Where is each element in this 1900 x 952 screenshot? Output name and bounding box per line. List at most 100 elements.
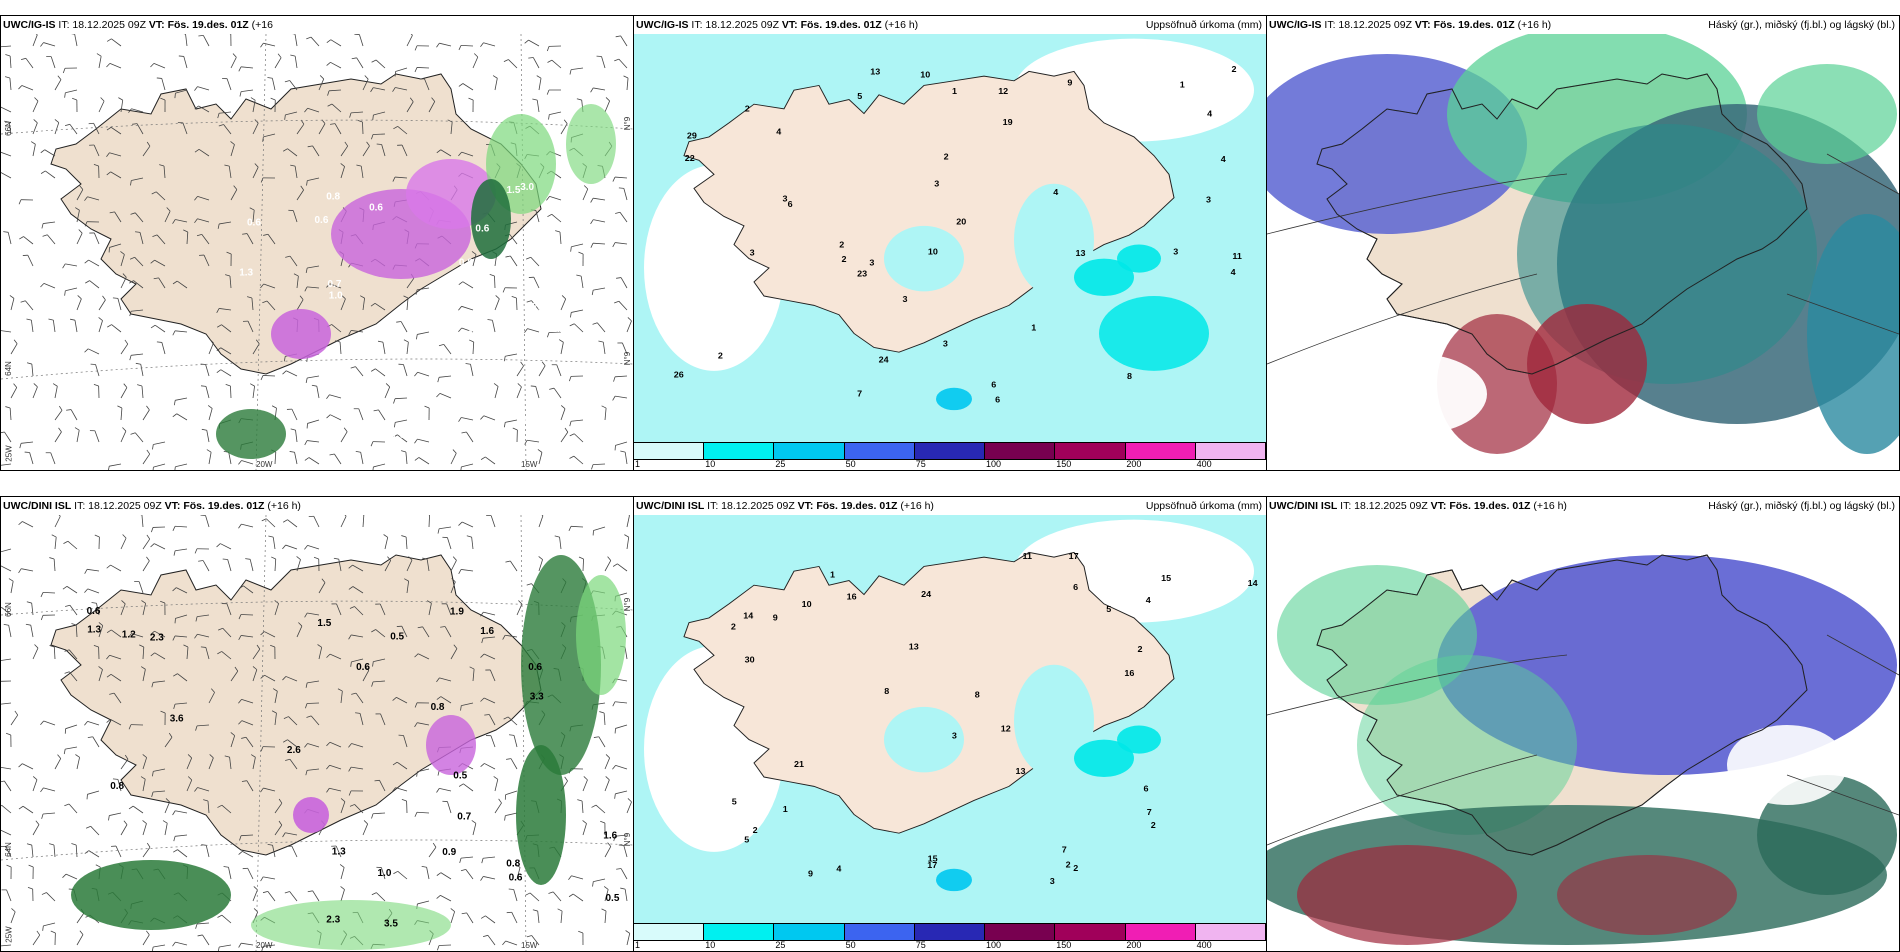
accum-value-label: 22 bbox=[685, 153, 695, 163]
panel-header: UWC/IG-IS IT: 18.12.2025 09Z VT: Fös. 19… bbox=[1269, 19, 1551, 31]
precip-value-label: 1.3 bbox=[332, 847, 346, 858]
colorbar-swatch bbox=[1196, 443, 1266, 459]
accum-value-label: 9 bbox=[1067, 78, 1072, 88]
lead-time: (+16 h) bbox=[882, 19, 918, 31]
accum-value-label: 5 bbox=[732, 797, 737, 807]
model-name: UWC/DINI ISL bbox=[3, 500, 71, 512]
precip-value-label: 2.3 bbox=[150, 632, 164, 643]
accum-value-label: 8 bbox=[1127, 371, 1132, 381]
colorbar-tick-label: 10 bbox=[705, 459, 715, 469]
accum-value-label: 11 bbox=[1023, 551, 1033, 561]
accum-value-label: 6 bbox=[991, 380, 996, 390]
precip-core bbox=[1297, 845, 1517, 945]
accum-value-label: 16 bbox=[847, 592, 857, 602]
panel-accum-precip-igis: UWC/IG-IS IT: 18.12.2025 09Z VT: Fös. 19… bbox=[633, 15, 1267, 471]
colorbar-tick-label: 25 bbox=[775, 459, 785, 469]
accum-value-label: 2 bbox=[745, 104, 750, 114]
clear-area bbox=[1347, 354, 1487, 434]
map-area bbox=[1267, 34, 1899, 470]
accum-value-label: 2 bbox=[731, 622, 736, 632]
precip-value-label: 1.0 bbox=[329, 291, 343, 302]
lead-time: (+16 h) bbox=[1515, 19, 1551, 31]
accum-value-label: 26 bbox=[674, 370, 684, 380]
precip-value-label: 1.0 bbox=[378, 868, 392, 879]
accum-value-label: 4 bbox=[836, 864, 841, 874]
accum-value-label: 2 bbox=[1073, 863, 1078, 873]
accum-value-label: 17 bbox=[927, 860, 937, 870]
precip-value-label: 1.3 bbox=[239, 267, 253, 278]
model-name: UWC/IG-IS bbox=[1269, 19, 1322, 31]
accum-value-label: 16 bbox=[1124, 669, 1134, 679]
accum-value-label: 7 bbox=[1147, 807, 1152, 817]
panel-wind-precip-dini: UWC/DINI ISL IT: 18.12.2025 09Z VT: Fös.… bbox=[0, 496, 634, 952]
precip-area bbox=[884, 226, 964, 292]
colorbar-tick-label: 200 bbox=[1126, 459, 1141, 469]
accum-value-label: 4 bbox=[1146, 596, 1151, 606]
panel-header: UWC/IG-IS IT: 18.12.2025 09Z VT: Fös. 19… bbox=[3, 19, 273, 31]
accum-value-label: 8 bbox=[884, 686, 889, 696]
accum-value-label: 4 bbox=[1221, 154, 1226, 164]
precip-area bbox=[516, 745, 566, 885]
precip-heavy bbox=[936, 869, 972, 891]
lat-label-right: N°9 bbox=[623, 598, 632, 611]
precip-value-label: 0.8 bbox=[431, 702, 445, 713]
lead-time: (+16 h) bbox=[1530, 500, 1566, 512]
valid-time-label: VT: bbox=[798, 500, 817, 512]
model-name: UWC/DINI ISL bbox=[636, 500, 704, 512]
colorbar-swatch bbox=[704, 924, 774, 940]
precip-value-label: 1.0 bbox=[391, 430, 405, 441]
accum-value-label: 3 bbox=[952, 731, 957, 741]
accum-value-label: 3 bbox=[934, 179, 939, 189]
accum-value-label: 3 bbox=[1206, 195, 1211, 205]
valid-time-label: VT: bbox=[1431, 500, 1450, 512]
accum-value-label: 9 bbox=[773, 613, 778, 623]
lead-time: (+16 bbox=[249, 19, 273, 31]
accum-value-label: 8 bbox=[975, 690, 980, 700]
valid-time: Fös. 19.des. 01Z bbox=[168, 19, 249, 31]
accum-value-label: 14 bbox=[1248, 578, 1258, 588]
accum-value-label: 5 bbox=[857, 91, 862, 101]
accum-value-label: 4 bbox=[776, 127, 781, 137]
valid-time-label: VT: bbox=[782, 19, 801, 31]
lat-label: 25W bbox=[5, 445, 14, 461]
colorbar-swatch bbox=[1055, 443, 1125, 459]
precip-heavy bbox=[1117, 726, 1161, 754]
precip-value-label: 2.5 bbox=[532, 301, 546, 312]
precip-value-label: 1.5 bbox=[317, 618, 331, 629]
precip-value-label: 0.3 bbox=[431, 408, 445, 419]
accum-value-label: 13 bbox=[1076, 248, 1086, 258]
colorbar-swatch bbox=[704, 443, 774, 459]
precip-value-label: 0.9 bbox=[459, 330, 473, 341]
accum-value-label: 1 bbox=[1180, 80, 1185, 90]
valid-time-label: VT: bbox=[149, 19, 168, 31]
accum-value-label: 21 bbox=[794, 759, 804, 769]
colorbar-tick-label: 400 bbox=[1197, 459, 1212, 469]
accum-value-label: 2 bbox=[842, 254, 847, 264]
precip-area bbox=[566, 104, 616, 184]
accum-value-label: 24 bbox=[879, 355, 889, 365]
colorbar-swatch bbox=[1126, 924, 1196, 940]
accum-value-label: 1 bbox=[783, 804, 788, 814]
colorbar-swatch bbox=[845, 443, 915, 459]
precip-value-label: 1.3 bbox=[87, 625, 101, 636]
colorbar-swatch bbox=[845, 924, 915, 940]
precip-area bbox=[271, 309, 331, 359]
colorbar-swatch bbox=[774, 443, 844, 459]
precip-value-label: 0.8 bbox=[506, 858, 520, 869]
precip-value-label: 0.6 bbox=[87, 606, 101, 617]
accum-value-label: 3 bbox=[1050, 876, 1055, 886]
accum-value-label: 20 bbox=[956, 217, 966, 227]
colorbar-tick-label: 75 bbox=[916, 940, 926, 950]
accum-value-label: 3 bbox=[869, 258, 874, 268]
accum-value-label: 30 bbox=[745, 655, 755, 665]
panel-field-title: Uppsöfnuð úrkoma (mm) bbox=[1146, 19, 1262, 31]
init-time: IT: 18.12.2025 09Z bbox=[56, 19, 149, 31]
accum-value-label: 5 bbox=[1106, 604, 1111, 614]
init-time: IT: 18.12.2025 09Z bbox=[71, 500, 164, 512]
colorbar-tick-label: 200 bbox=[1126, 940, 1141, 950]
accum-value-label: 1 bbox=[1031, 323, 1036, 333]
accum-value-label: 10 bbox=[802, 599, 812, 609]
accum-value-label: 19 bbox=[1003, 117, 1013, 127]
accum-value-label: 12 bbox=[1001, 724, 1011, 734]
